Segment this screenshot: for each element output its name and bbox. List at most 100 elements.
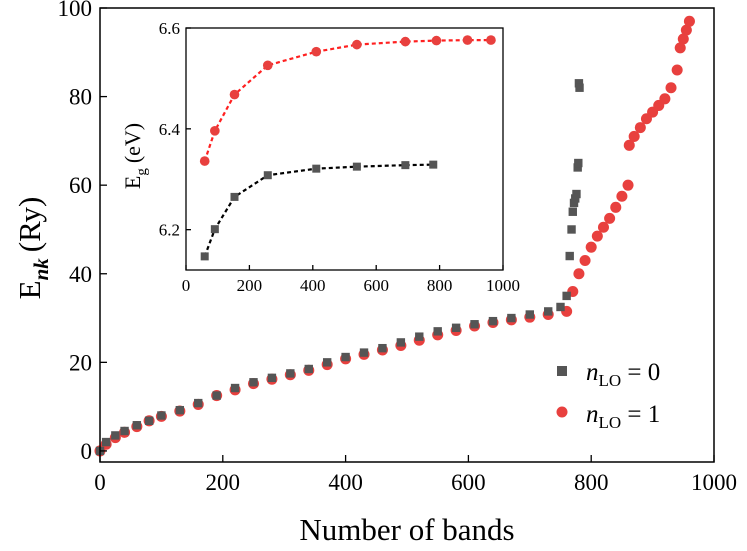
data-point [120,426,129,436]
x-tick-label: 1000 [486,276,520,295]
y-tick-label: 40 [69,262,92,287]
data-point [572,189,581,199]
data-point [585,241,597,253]
data-point [312,164,321,173]
legend-marker-square [557,366,567,376]
data-point [132,421,142,430]
data-point [200,252,209,261]
y-tick-label: 20 [69,350,92,375]
data-point [574,158,583,168]
inset-series-nlo0 [200,160,438,261]
data-point [462,35,473,45]
y-tick-label: 80 [69,85,92,110]
data-point [604,212,616,224]
data-point [396,338,406,347]
legend: nLO = 0 nLO = 1 [556,359,660,432]
x-tick-label: 0 [182,276,191,295]
data-point [433,327,442,336]
data-point [574,79,584,88]
data-point [263,171,272,180]
data-point [562,291,571,301]
y-tick-label: 6.4 [159,120,181,139]
data-point [111,431,120,440]
main-y-ticks: 0 20 40 60 80 100 [58,0,107,464]
main-chart: 0 200 400 600 800 1000 0 20 40 60 80 100 Number of… [12,0,737,547]
x-tick-label: 1000 [691,470,737,495]
main-series-nlo0 [95,79,584,456]
data-point [144,416,154,426]
data-point [488,316,498,326]
data-point [525,310,534,319]
y-tick-label: 60 [69,173,92,198]
legend-label-nlo1: nLO = 1 [586,401,660,432]
data-point [101,437,111,447]
data-point [568,207,577,216]
data-point [677,33,689,45]
data-point [567,225,576,234]
data-point [199,156,210,166]
data-point [659,93,671,105]
inset-plot-frame [185,27,504,271]
x-tick-label: 200 [206,470,241,495]
data-point [579,254,591,266]
x-tick-label: 800 [427,276,453,295]
main-y-axis-label: Enk(Ry) [12,197,53,300]
data-point [311,46,322,57]
data-point [210,126,220,136]
data-point [359,348,369,357]
data-point [230,383,240,393]
data-point [322,358,332,367]
data-point [230,192,239,201]
data-point [674,42,686,54]
legend-marker-circle [556,406,568,418]
data-point [634,122,646,134]
x-tick-label: 0 [94,470,106,495]
data-point [470,320,479,329]
data-point [575,83,584,92]
main-x-axis-label: Number of bands [299,512,514,547]
data-point [262,60,273,71]
data-point [400,36,411,47]
data-point [680,24,692,36]
inset-y-axis-label: Eg(eV) [120,123,150,189]
data-point [556,302,565,312]
legend-label-nlo0: nLO = 0 [586,359,660,390]
data-point [573,268,585,280]
inset-chart: 0 200 400 600 800 1000 6.2 6.4 6.6 Eg(eV) [120,19,520,295]
data-point [507,313,516,323]
inset-y-ticks: 6.2 6.4 6.6 [159,19,191,240]
y-tick-label: 100 [58,0,93,21]
data-point [610,201,622,213]
y-tick-label: 0 [81,439,93,464]
y-tick-label: 6.2 [159,221,180,240]
inset-x-ticks: 0 200 400 600 800 1000 [182,265,520,295]
data-point [249,378,258,387]
data-point [341,352,350,362]
data-point [229,89,240,100]
x-tick-label: 800 [574,470,609,495]
data-point [486,35,496,45]
data-point [431,35,442,46]
data-point [623,139,635,151]
data-point [591,230,603,242]
data-point [415,332,424,341]
data-point [429,160,438,169]
x-tick-label: 600 [451,470,486,495]
y-tick-label: 6.6 [159,19,180,38]
data-point [565,251,574,261]
data-point [597,221,609,233]
data-point [286,369,295,378]
data-point [616,190,628,202]
data-point [683,15,695,27]
data-point [267,373,277,383]
data-point [212,391,221,400]
x-tick-label: 400 [328,470,363,495]
inset-fit-line-nlo1 [203,39,491,162]
inset-background [186,28,503,270]
inset-fit-line-nlo0 [203,163,434,257]
data-point [569,198,579,208]
data-point [622,179,634,191]
data-point [451,323,461,332]
data-point [573,163,582,172]
data-point [175,405,185,415]
